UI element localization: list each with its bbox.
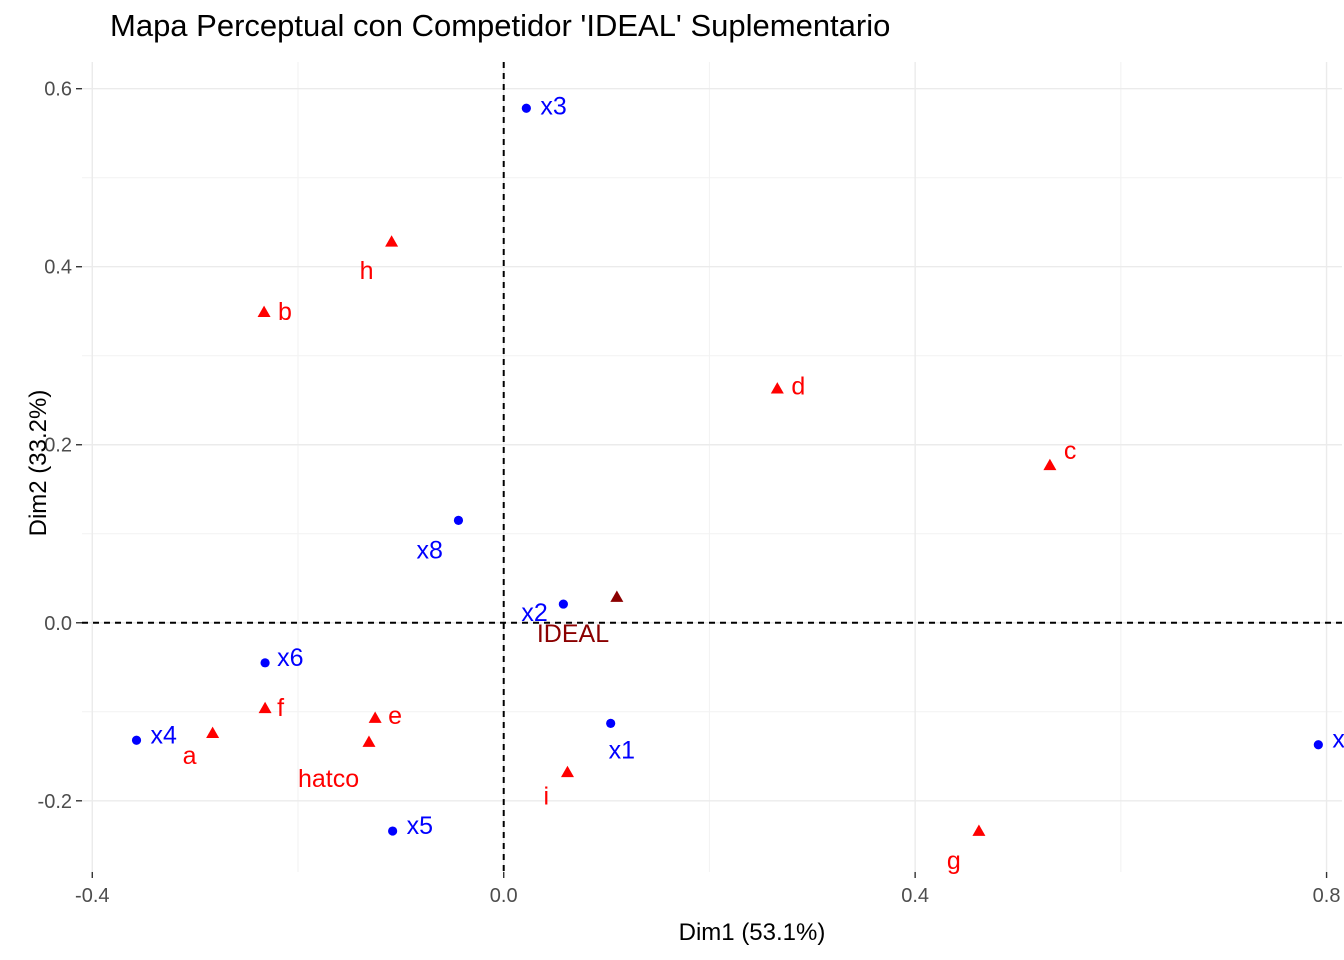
point-h: [385, 235, 399, 247]
point-x2: [558, 599, 568, 609]
label-f: f: [277, 694, 284, 722]
label-d: d: [791, 373, 805, 401]
point-x3: [521, 103, 531, 113]
label-x8: x8: [416, 536, 442, 564]
grid-minor: [82, 62, 1342, 872]
point-labels: x1 x2 x3 x4 x5 x6 x7 x8 a b c d e f g h i hatco IDEAL: [151, 92, 1344, 875]
point-IDEAL: [610, 590, 624, 602]
point-x4: [131, 735, 142, 745]
label-x4: x4: [151, 721, 178, 749]
y-tick-label: 0.6: [44, 79, 72, 101]
label-a: a: [183, 742, 197, 770]
label-x2: x2: [521, 599, 547, 627]
label-x7: x7: [1332, 726, 1344, 754]
grid-major: [82, 62, 1342, 872]
x-tick-label: 0.8: [1313, 885, 1341, 907]
data-marks: [131, 103, 1323, 836]
label-i: i: [543, 782, 549, 810]
point-x6: [260, 658, 270, 668]
point-x5: [388, 826, 398, 836]
y-axis-title: Dim2 (33.2%): [25, 390, 52, 537]
x-tick-label: 0.0: [490, 885, 518, 907]
point-f: [258, 701, 272, 714]
y-tick-label: 0.0: [44, 613, 72, 635]
label-e: e: [388, 702, 402, 730]
point-hatco: [362, 735, 376, 747]
point-x1: [606, 718, 616, 728]
y-tick-label: 0.2: [44, 435, 72, 457]
label-hatco: hatco: [298, 765, 359, 793]
point-i: [560, 765, 574, 778]
x-tick-label: 0.4: [901, 885, 929, 907]
label-h: h: [360, 257, 374, 285]
point-g: [972, 824, 986, 836]
label-b: b: [278, 298, 292, 326]
label-g: g: [947, 847, 961, 875]
reference-lines: [82, 62, 1342, 872]
point-c: [1043, 458, 1057, 471]
label-IDEAL: IDEAL: [537, 620, 609, 648]
point-e: [368, 711, 382, 723]
point-x7: [1313, 740, 1323, 750]
y-tick-label: -0.2: [38, 791, 72, 813]
x-tick-label: -0.4: [75, 885, 109, 907]
label-c: c: [1064, 437, 1077, 465]
label-x5: x5: [407, 812, 433, 840]
label-x3: x3: [540, 92, 566, 120]
chart-title: Mapa Perceptual con Competidor 'IDEAL' S…: [110, 8, 891, 43]
label-x1: x1: [609, 736, 635, 764]
point-b: [257, 305, 271, 317]
axes: -0.4 0.0 0.4 0.8 -0.2 0.0 0.2 0.4 0.6 Dim1 (53.1%…: [25, 79, 1340, 946]
x-axis-title: Dim1 (53.1%): [679, 919, 826, 946]
y-tick-label: 0.4: [44, 257, 72, 279]
label-x6: x6: [277, 644, 303, 672]
point-d: [770, 382, 784, 394]
point-a: [206, 726, 220, 739]
point-x8: [453, 515, 464, 526]
